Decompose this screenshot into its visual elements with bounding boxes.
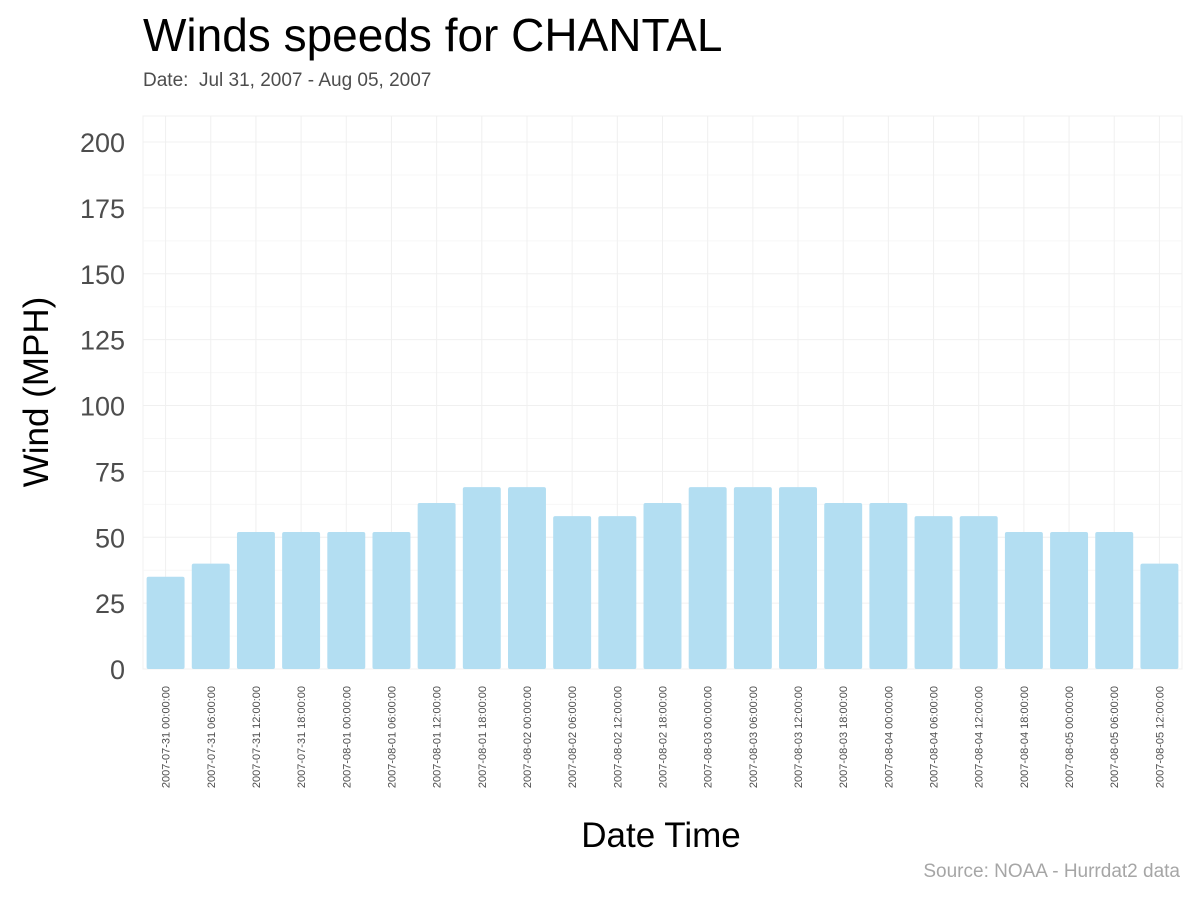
bar xyxy=(1095,531,1134,669)
bar xyxy=(733,487,772,669)
y-tick-label: 200 xyxy=(80,128,125,158)
bar xyxy=(327,531,366,669)
x-axis-ticks: 2007-07-31 00:00:00 2007-07-31 06:00:00 20… xyxy=(161,686,1167,788)
y-axis-title: Wind (MPH) xyxy=(17,297,56,488)
x-tick-label: 2007-08-04 00:00:00 xyxy=(883,686,895,788)
bar xyxy=(824,502,863,669)
x-tick-label: 2007-08-02 00:00:00 xyxy=(522,686,534,788)
x-tick-label: 2007-07-31 00:00:00 xyxy=(161,686,173,788)
chart-title: Winds speeds for CHANTAL xyxy=(143,9,723,61)
bar xyxy=(508,487,546,669)
x-tick-label: 2007-08-01 06:00:00 xyxy=(386,686,398,788)
bar xyxy=(417,502,456,669)
x-axis-title: Date Time xyxy=(581,816,741,855)
x-tick-label: 2007-07-31 18:00:00 xyxy=(296,686,308,788)
x-tick-label: 2007-08-03 12:00:00 xyxy=(793,686,805,788)
bar xyxy=(914,516,953,669)
x-tick-label: 2007-07-31 12:00:00 xyxy=(251,686,263,788)
bar xyxy=(282,531,321,669)
y-tick-label: 50 xyxy=(95,523,125,553)
bar xyxy=(598,516,637,669)
bar xyxy=(462,487,501,669)
chart-caption: Source: NOAA - Hurrdat2 data xyxy=(923,861,1180,882)
y-axis-ticks: 0 25 50 75 100 125 150 175 200 xyxy=(80,128,125,685)
x-tick-label: 2007-08-02 12:00:00 xyxy=(612,686,624,788)
bar-layer xyxy=(146,487,1179,669)
x-tick-label: 2007-08-02 18:00:00 xyxy=(658,686,670,788)
x-tick-label: 2007-08-05 12:00:00 xyxy=(1154,686,1166,788)
bar xyxy=(959,516,998,669)
y-tick-label: 25 xyxy=(95,589,125,619)
bar xyxy=(643,502,682,669)
x-tick-label: 2007-08-04 18:00:00 xyxy=(1019,686,1031,788)
y-tick-label: 75 xyxy=(95,457,125,487)
x-tick-label: 2007-08-02 06:00:00 xyxy=(567,686,579,788)
bar xyxy=(236,531,275,669)
bar xyxy=(1140,563,1179,669)
bar xyxy=(1050,531,1089,669)
bar xyxy=(688,487,727,669)
x-tick-label: 2007-08-01 18:00:00 xyxy=(477,686,489,788)
x-tick-label: 2007-08-03 18:00:00 xyxy=(838,686,850,788)
bar xyxy=(779,487,817,669)
y-tick-label: 0 xyxy=(110,655,125,685)
x-tick-label: 2007-07-31 06:00:00 xyxy=(206,686,218,788)
bar xyxy=(1004,531,1043,669)
x-tick-label: 2007-08-03 00:00:00 xyxy=(703,686,715,788)
x-tick-label: 2007-08-04 06:00:00 xyxy=(929,686,941,788)
bar xyxy=(191,563,230,669)
y-tick-label: 100 xyxy=(80,392,125,422)
x-tick-label: 2007-08-01 12:00:00 xyxy=(432,686,444,788)
x-tick-label: 2007-08-05 00:00:00 xyxy=(1064,686,1076,788)
x-tick-label: 2007-08-03 06:00:00 xyxy=(748,686,760,788)
x-tick-label: 2007-08-01 00:00:00 xyxy=(341,686,353,788)
bar xyxy=(553,516,592,669)
y-tick-label: 150 xyxy=(80,260,125,290)
chart-subtitle: Date: Jul 31, 2007 - Aug 05, 2007 xyxy=(143,70,432,91)
bar xyxy=(146,576,185,669)
bar xyxy=(869,502,908,669)
x-tick-label: 2007-08-04 12:00:00 xyxy=(974,686,986,788)
y-tick-label: 125 xyxy=(80,326,125,356)
y-tick-label: 175 xyxy=(80,194,125,224)
x-tick-label: 2007-08-05 06:00:00 xyxy=(1109,686,1121,788)
bar xyxy=(372,531,411,669)
